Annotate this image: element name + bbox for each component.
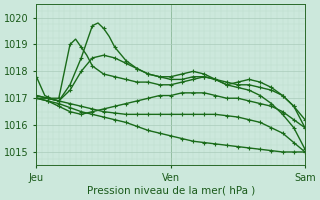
X-axis label: Pression niveau de la mer( hPa ): Pression niveau de la mer( hPa ) xyxy=(87,186,255,196)
